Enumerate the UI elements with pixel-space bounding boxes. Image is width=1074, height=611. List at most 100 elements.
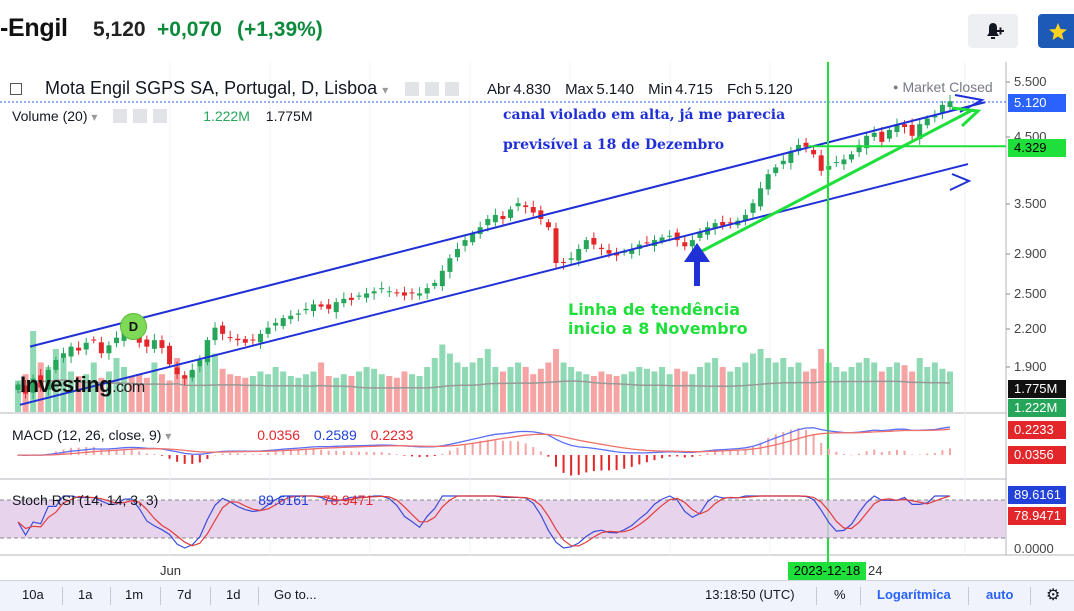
candle-body [341, 298, 347, 304]
range-1d-button[interactable]: 1d [226, 587, 241, 602]
volume-bar [916, 358, 923, 412]
macd-histogram-bar [812, 434, 815, 455]
goto-button[interactable]: Go to... [274, 587, 317, 602]
volume-bar [242, 377, 249, 412]
candle-body [45, 369, 51, 390]
macd-histogram-bar [888, 451, 891, 455]
volume-bar [651, 371, 658, 412]
log-scale-toggle[interactable]: Logarítmica [877, 587, 951, 602]
chevron-down-icon[interactable]: ▾ [382, 83, 389, 97]
stoch-value-2: 78.9471 [322, 492, 374, 508]
macd-histogram-bar [751, 446, 754, 455]
candle-body [432, 282, 438, 286]
price-tick: 2.200 [1014, 321, 1047, 336]
watchlist-button[interactable] [1038, 14, 1074, 48]
annotation-green-1[interactable]: Linha de tendência [568, 300, 741, 319]
macd-histogram-bar [297, 449, 300, 455]
macd-histogram-bar [456, 447, 459, 455]
chart-canvas[interactable] [0, 0, 1074, 580]
volume-bar [136, 374, 143, 412]
candle-body [886, 129, 892, 139]
volume-tools-icon[interactable] [113, 109, 172, 123]
legend-tools-icon[interactable] [405, 82, 464, 96]
candle-body [788, 151, 794, 163]
chevron-down-icon[interactable]: ▾ [91, 110, 98, 124]
price-tick: 2.900 [1014, 246, 1047, 261]
macd-histogram-bar [759, 442, 762, 455]
candle-body [818, 155, 824, 171]
volume-bar [590, 376, 597, 412]
candle-body [204, 340, 210, 363]
macd-histogram-bar [517, 441, 520, 455]
macd-histogram-bar [903, 450, 906, 455]
volume-bar [947, 371, 953, 412]
volume-bar [742, 362, 749, 412]
range-10a-button[interactable]: 10a [22, 587, 44, 602]
candle-body [220, 325, 226, 334]
volume-legend[interactable]: Volume (20) ▾ 1.222M 1.775M [12, 108, 312, 124]
macd-histogram-bar [123, 448, 126, 455]
candle-body [257, 333, 263, 343]
candle-body [606, 250, 612, 254]
volume-bar [234, 376, 241, 412]
range-1m-button[interactable]: 1m [125, 587, 144, 602]
macd-histogram-bar [805, 429, 808, 455]
price-change: +0,070 [157, 18, 222, 41]
last-price: 5,120 [93, 18, 146, 41]
candle-body [356, 295, 362, 297]
volume-bar [878, 371, 885, 412]
volume-bar [439, 344, 446, 412]
legend-square-icon[interactable] [10, 83, 22, 95]
channel-lower-arrow-icon [949, 173, 972, 191]
macd-histogram-bar [426, 455, 429, 457]
range-7d-button[interactable]: 7d [177, 587, 192, 602]
auto-scale-toggle[interactable]: auto [986, 587, 1014, 602]
channel-lower-line[interactable] [19, 163, 969, 406]
macd-histogram-bar [918, 454, 921, 456]
macd-legend[interactable]: MACD (12, 26, close, 9) ▾ 0.0356 0.2589 … [12, 427, 413, 443]
volume-ma-line [17, 379, 951, 394]
candle-body [424, 288, 430, 294]
candle-body [114, 337, 120, 344]
macd-histogram-bar [471, 442, 474, 455]
volume-bar [643, 368, 650, 412]
gear-icon[interactable]: ⚙ [1046, 587, 1061, 604]
trend-line[interactable] [696, 108, 973, 255]
dividend-marker[interactable]: D [120, 313, 147, 340]
volume-label: Volume (20) [12, 108, 88, 124]
x-tick-jun: Jun [160, 563, 181, 578]
channel-upper-line[interactable] [29, 101, 986, 348]
candle-body [295, 313, 301, 315]
range-1a-button[interactable]: 1a [78, 587, 93, 602]
candle-body [773, 167, 779, 174]
macd-histogram-bar [350, 451, 353, 455]
chart-title: Mota Engil SGPS SA, Portugal, D, Lisboa [45, 78, 378, 98]
candle-body [371, 291, 377, 294]
volume-bar [90, 362, 97, 412]
stoch-legend[interactable]: Stoch RSI (14, 14, 3, 3) 89.6161 78.9471 [12, 492, 373, 508]
volume-bar [787, 367, 794, 412]
candle-body [409, 292, 415, 294]
annotation-blue-2[interactable]: previsível a 18 de Dezembro [503, 137, 725, 153]
candle-body [720, 221, 726, 226]
percent-toggle[interactable]: % [834, 587, 846, 602]
candle-body [659, 237, 665, 242]
stoch-zero-tick: 0.0000 [1014, 541, 1054, 556]
volume-tag-1: 1.775M [1008, 380, 1066, 398]
chart-legend[interactable]: Mota Engil SGPS SA, Portugal, D, Lisboa … [10, 78, 464, 99]
candle-body [568, 258, 574, 260]
chevron-down-icon[interactable]: ▾ [165, 429, 172, 443]
volume-bar [113, 358, 120, 412]
candlesticks [15, 94, 953, 400]
volume-bar [60, 358, 67, 412]
clock-time[interactable]: 13:18:50 (UTC) [705, 587, 795, 602]
macd-histogram-bar [320, 449, 323, 455]
bell-plus-icon [987, 23, 1004, 39]
volume-bar [924, 367, 931, 412]
annotation-green-2[interactable]: inicio a 8 Novembro [568, 319, 748, 338]
annotation-blue-1[interactable]: canal violado em alta, já me parecia [503, 107, 786, 123]
add-alert-button[interactable] [968, 14, 1018, 48]
volume-bar [871, 362, 878, 412]
candle-body [689, 240, 695, 247]
macd-histogram-bar [524, 443, 527, 455]
